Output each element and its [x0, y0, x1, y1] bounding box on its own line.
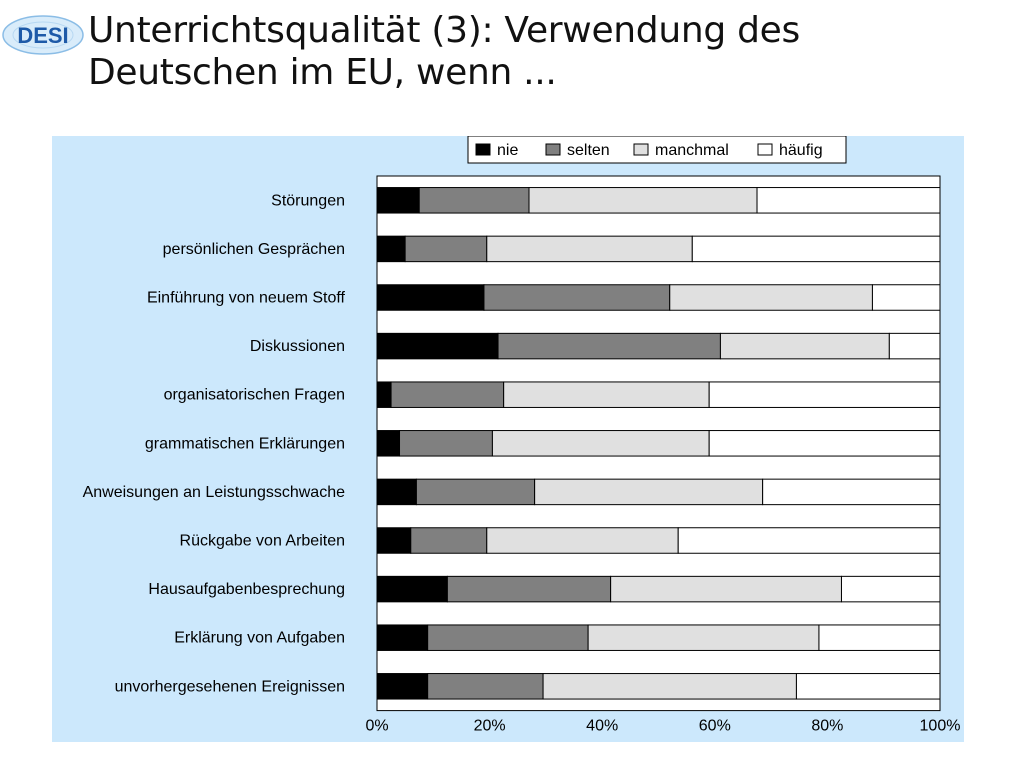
- x-tick-label: 40%: [586, 718, 618, 735]
- bar-segment: [399, 430, 493, 457]
- bar-segment: [446, 575, 612, 603]
- bar-segment: [415, 478, 536, 506]
- bar-segment: [376, 478, 417, 506]
- bar-segment: [427, 673, 544, 700]
- bar-segment: [486, 235, 693, 263]
- bar-segment: [410, 527, 488, 554]
- bar-segment: [486, 527, 679, 554]
- bar-segment: [503, 381, 710, 408]
- category-label: Einführung von neuem Stoff: [147, 290, 346, 307]
- legend-swatch: [633, 143, 649, 156]
- bar-segment: [708, 381, 941, 408]
- bar-segment: [818, 624, 941, 651]
- category-label: Hausaufgabenbesprechung: [148, 581, 345, 598]
- x-tick-label: 100%: [920, 718, 961, 735]
- bar-segment: [376, 235, 406, 263]
- bar-segment: [871, 284, 941, 311]
- bar-segment: [719, 332, 890, 360]
- bar-segment: [376, 575, 448, 603]
- bar-segment: [376, 187, 420, 214]
- bar-segment: [677, 527, 941, 554]
- category-label: Diskussionen: [250, 338, 345, 355]
- title-line-1: Unterrichtsqualität (3): Verwendung des: [88, 10, 800, 51]
- bar-segment: [376, 381, 392, 408]
- legend-label: häufig: [779, 142, 823, 159]
- page-title: Unterrichtsqualität (3): Verwendung des …: [88, 10, 988, 94]
- bar-segment: [756, 187, 941, 214]
- bar-segment: [376, 284, 485, 311]
- bar-segment: [610, 575, 842, 603]
- x-tick-label: 20%: [474, 718, 506, 735]
- bar-segment: [427, 624, 589, 651]
- category-label: Störungen: [271, 192, 345, 209]
- legend-label: selten: [567, 142, 610, 159]
- category-label: Anweisungen an Leistungsschwache: [83, 484, 346, 501]
- legend-box: [467, 136, 847, 164]
- legend-label: nie: [497, 142, 518, 159]
- bar-segment: [795, 673, 941, 700]
- bar-segment: [376, 430, 401, 457]
- category-label: organisatorischen Fragen: [164, 387, 345, 404]
- bar-segment: [376, 527, 412, 554]
- category-label: grammatischen Erklärungen: [145, 435, 345, 452]
- x-tick-label: 80%: [811, 718, 843, 735]
- title-line-2: Deutschen im EU, wenn ...: [88, 52, 557, 93]
- bar-segment: [888, 332, 941, 360]
- legend-swatch: [545, 143, 561, 156]
- bar-segment: [587, 624, 820, 651]
- bar-segment: [669, 284, 873, 311]
- bar-segment: [418, 187, 530, 214]
- legend-label: manchmal: [655, 142, 729, 159]
- bar-segment: [390, 381, 505, 408]
- stacked-bar-chart: Störungen persönlichen Gesprächen Einführu…: [83, 136, 961, 735]
- bar-segment: [404, 235, 488, 263]
- desi-logo: DESI: [0, 4, 86, 64]
- category-label: Rückgabe von Arbeiten: [180, 533, 345, 550]
- bar-segment: [708, 430, 941, 457]
- legend-swatch: [475, 143, 491, 156]
- x-tick-label: 60%: [699, 718, 731, 735]
- bar-segment: [376, 673, 429, 700]
- legend-swatch: [757, 143, 773, 156]
- bar-segment: [497, 332, 721, 360]
- bar-segment: [691, 235, 941, 263]
- bar-segment: [762, 478, 941, 506]
- bar-segment: [840, 575, 941, 603]
- bar-segment: [528, 187, 758, 214]
- bar-segment: [542, 673, 797, 700]
- logo-text: DESI: [17, 23, 68, 48]
- bar-segment: [376, 624, 429, 651]
- category-label: Erklärung von Aufgaben: [174, 630, 345, 647]
- bar-segment: [376, 332, 499, 360]
- x-tick-label: 0%: [365, 718, 388, 735]
- chart-panel: Störungen persönlichen Gesprächen Einführu…: [52, 136, 964, 742]
- bar-segment: [534, 478, 764, 506]
- category-label: unvorhergesehenen Ereignissen: [115, 678, 345, 695]
- category-label: persönlichen Gesprächen: [163, 241, 345, 258]
- bar-segment: [483, 284, 671, 311]
- bar-segment: [491, 430, 710, 457]
